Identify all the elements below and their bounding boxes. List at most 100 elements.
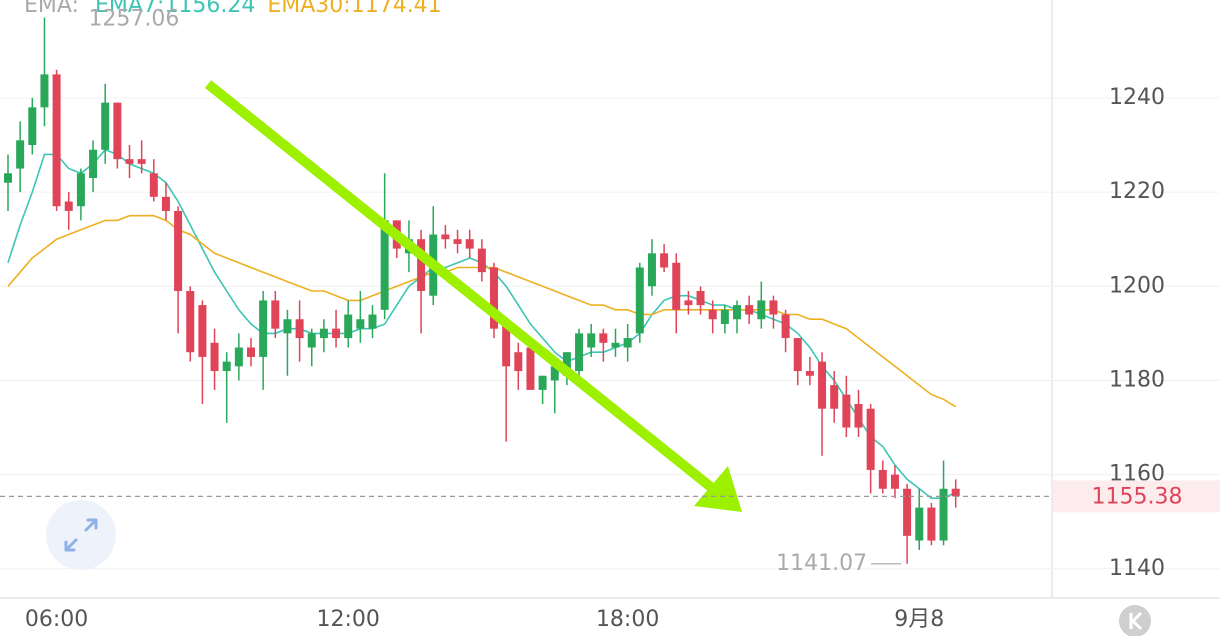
candle-body bbox=[417, 239, 426, 291]
y-tick-label: 1200 bbox=[1109, 273, 1165, 298]
candle-body bbox=[903, 488, 912, 536]
candle-body bbox=[4, 173, 12, 183]
candle-body bbox=[186, 290, 195, 353]
legend-name: EMA7 bbox=[95, 0, 157, 18]
candle-body bbox=[854, 404, 863, 428]
candle-body bbox=[769, 300, 778, 315]
candle-body bbox=[198, 305, 207, 357]
candle-body bbox=[635, 267, 644, 334]
candle-body bbox=[526, 347, 535, 390]
candle-body bbox=[137, 159, 146, 164]
y-tick-label: 1220 bbox=[1109, 179, 1165, 204]
candle-body bbox=[174, 210, 183, 291]
candle-body bbox=[89, 149, 98, 178]
legend-title: EMA: bbox=[24, 0, 79, 18]
candle-body bbox=[745, 305, 754, 315]
candle-body bbox=[101, 102, 110, 150]
candle-body bbox=[271, 300, 280, 329]
legend-entry: EMA30:1174.41 bbox=[267, 0, 441, 18]
candle-body bbox=[890, 474, 899, 489]
collapse-icon[interactable] bbox=[1129, 611, 1143, 631]
max-price-label: 1257.06 bbox=[88, 7, 179, 32]
candle-body bbox=[16, 140, 25, 169]
candle-body bbox=[76, 173, 85, 207]
candle-body bbox=[149, 173, 158, 197]
candle-body bbox=[733, 305, 741, 320]
candle-body bbox=[514, 352, 523, 372]
legend: EMA: EMA7:1156.24 EMA30:1174.41 bbox=[24, 0, 442, 18]
candle-body bbox=[222, 361, 231, 372]
candle-body bbox=[720, 309, 729, 324]
candle-body bbox=[319, 328, 328, 339]
y-tick-label: 1140 bbox=[1109, 556, 1165, 581]
candle-body bbox=[295, 319, 304, 339]
candle-body bbox=[842, 394, 851, 428]
candle-body bbox=[332, 328, 341, 339]
candle-body bbox=[647, 253, 656, 287]
candle-body bbox=[599, 333, 608, 343]
x-tick-label: 18:00 bbox=[596, 607, 659, 632]
candle-body bbox=[550, 366, 559, 381]
x-tick-label: 9月8 bbox=[894, 607, 944, 632]
candle-body bbox=[477, 248, 486, 273]
candle-body bbox=[878, 469, 887, 489]
collapse-button[interactable] bbox=[1119, 605, 1151, 636]
candle-body bbox=[161, 196, 170, 211]
candle-body bbox=[113, 102, 122, 160]
candle-body bbox=[696, 290, 705, 306]
candle-body bbox=[356, 319, 365, 329]
candle-body bbox=[247, 347, 255, 357]
candle-body bbox=[441, 234, 450, 240]
candle-body bbox=[307, 333, 316, 348]
expand-circle[interactable] bbox=[46, 500, 116, 570]
candle-body bbox=[575, 333, 584, 372]
candle-body bbox=[490, 267, 498, 329]
candle-body bbox=[465, 239, 474, 249]
candle-body bbox=[28, 107, 37, 146]
candle-body bbox=[805, 371, 814, 376]
candle-body bbox=[538, 375, 547, 390]
candle-body bbox=[830, 385, 839, 409]
legend-value: 1174.41 bbox=[351, 0, 442, 18]
candle-body bbox=[344, 314, 353, 339]
legend-entry: EMA7:1156.24 bbox=[95, 0, 255, 18]
legend-separator: : bbox=[157, 0, 164, 18]
candle-body bbox=[453, 239, 462, 244]
candle-body bbox=[818, 361, 827, 409]
trend-arrow-shaft bbox=[204, 80, 716, 492]
candle-body bbox=[866, 408, 875, 470]
candle-body bbox=[64, 201, 73, 211]
candle-body bbox=[380, 220, 389, 310]
candle-body bbox=[951, 488, 960, 497]
candle-body bbox=[502, 323, 511, 367]
candle-body bbox=[939, 488, 948, 541]
min-price-label: 1141.07 bbox=[776, 551, 867, 576]
candle-body bbox=[757, 300, 766, 320]
x-tick-label: 12:00 bbox=[316, 607, 379, 632]
candle-body bbox=[684, 300, 693, 306]
trend-arrow-head bbox=[694, 466, 742, 512]
candle-body bbox=[781, 314, 790, 339]
current-price-label: 1155.38 bbox=[1092, 484, 1183, 509]
y-tick-label: 1180 bbox=[1109, 367, 1165, 392]
current-price-box bbox=[1053, 480, 1220, 513]
candle-body bbox=[210, 342, 219, 372]
candle-body bbox=[915, 507, 924, 541]
candle-body bbox=[611, 342, 620, 348]
expand-icon[interactable] bbox=[64, 518, 98, 552]
candle-body bbox=[672, 262, 681, 310]
expand-button[interactable] bbox=[46, 500, 116, 570]
x-tick-label: 06:00 bbox=[25, 607, 88, 632]
legend-separator: : bbox=[343, 0, 350, 18]
candle-body bbox=[623, 338, 632, 348]
candle-body bbox=[793, 338, 802, 372]
y-tick-label: 1240 bbox=[1109, 85, 1165, 110]
candle-body bbox=[368, 314, 377, 329]
candle-body bbox=[562, 352, 571, 376]
candle-body bbox=[125, 159, 134, 164]
candle-body bbox=[927, 507, 936, 541]
candle-body bbox=[587, 333, 596, 348]
legend-name: EMA30 bbox=[267, 0, 343, 18]
